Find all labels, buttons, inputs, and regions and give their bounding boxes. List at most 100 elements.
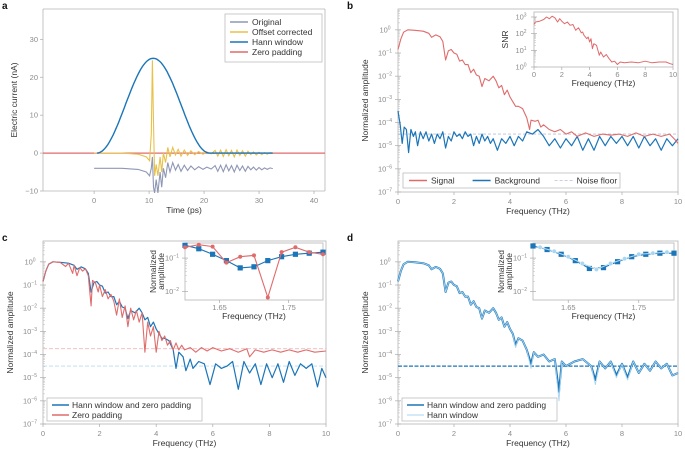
panel-label-c: c (2, 233, 8, 244)
y-tick-label: 10−1 (378, 49, 392, 58)
inset-zero-padding-marker (210, 244, 215, 249)
inset-zero-padding-marker (307, 250, 312, 255)
x-tick-label: 0 (41, 429, 45, 438)
x-axis-label: Frequency (THz) (572, 78, 636, 88)
inset-hann-window-marker (636, 251, 642, 257)
y-tick-label: 20 (30, 73, 38, 82)
y-tick-label: 10 (30, 111, 38, 120)
inset-hann-window-marker (551, 248, 557, 254)
y-tick-label: −10 (25, 187, 38, 196)
x-tick-label: 10 (669, 70, 677, 79)
inset-hann-zero-padding-marker (615, 259, 621, 265)
x-tick-label: 30 (255, 196, 263, 205)
x-tick-label: 1.75 (281, 303, 296, 312)
x-axis-label: Frequency (THz) (506, 438, 570, 448)
y-axis-label: Normalized amplitude (360, 291, 370, 373)
y-tick-label: 30 (30, 35, 38, 44)
y-tick-label: 10−1 (165, 254, 179, 263)
inset-zero-padding-marker (265, 295, 270, 300)
y-tick-label: 10−2 (378, 72, 392, 81)
x-tick-label: 8 (620, 197, 624, 206)
x-tick-label: 8 (643, 70, 647, 79)
y-tick-label: 100 (515, 63, 526, 72)
y-tick-label: 10−5 (378, 141, 392, 150)
panel-a: a −10 0 10 20 30 0 10 20 30 40 Time (ps) Electric cu… (2, 1, 326, 215)
legend-b: Signal Background Noise floor (402, 172, 621, 189)
x-tick-label: 2 (452, 429, 456, 438)
y-tick-label: 10−2 (378, 304, 392, 313)
y-tick-label: 10−5 (23, 373, 37, 382)
inset-hann-zero-padding-marker (210, 251, 216, 257)
y-tick-label: 10−7 (378, 420, 392, 429)
panel-label-b: b (347, 1, 353, 12)
x-tick-label: 4 (508, 429, 512, 438)
y-tick-label: 10−3 (378, 95, 392, 104)
x-tick-label: 6 (564, 429, 568, 438)
inset-hann-zero-padding-marker (292, 251, 298, 257)
inset-hann-window-marker (565, 254, 571, 260)
y-axis-label: Electric current (nA) (9, 62, 19, 137)
x-tick-label: 40 (310, 196, 318, 205)
inset-zero-padding-marker (252, 253, 256, 258)
inset-hann-window-marker (664, 249, 670, 255)
x-tick-label: 1.65 (212, 303, 227, 312)
x-tick-label: 2 (452, 197, 456, 206)
y-tick-label: 100 (24, 257, 35, 266)
y-tick-label: 10−2 (23, 304, 37, 313)
y-axis-label: Normalizedamplitude (496, 250, 514, 293)
inset-hann-zero-padding-marker (237, 265, 243, 271)
y-tick-label: 10−6 (23, 396, 37, 405)
legend-label: Offset corrected (252, 27, 313, 37)
legend-label: Signal (431, 176, 455, 186)
inset-hann-window-line (539, 246, 668, 270)
y-tick-label: 0 (34, 149, 38, 158)
legend-box (46, 397, 203, 422)
x-axis-label: Time (ps) (166, 205, 202, 215)
inset-hann-zero-padding-marker (251, 264, 257, 270)
inset-bg (534, 12, 673, 67)
legend-label: Background (495, 176, 541, 186)
y-axis-label: Normalized amplitude (360, 59, 370, 141)
y-tick-label: 100 (379, 257, 390, 266)
inset-hann-window-marker (622, 256, 628, 262)
y-tick-label: 10−3 (23, 327, 37, 336)
x-tick-label: 0 (396, 429, 400, 438)
panel-d: d 10−7 10−6 10−5 10−4 10−3 10−2 10−1 100 0 2 4 6 8 10 F… (347, 233, 682, 448)
series-signal (397, 29, 679, 144)
inset-hann-zero-padding-marker (320, 249, 326, 255)
inset-hann-zero-padding-marker (600, 265, 607, 271)
y-tick-label: 10−6 (378, 396, 392, 405)
y-tick-label: 101 (515, 46, 526, 55)
y-tick-label: 10−2 (165, 287, 179, 296)
inset-b: 100 101 102 103 0 2 4 6 8 10 Frequency (THz) SNR (500, 11, 677, 88)
y-tick-label: 10−6 (378, 164, 392, 173)
legend-label: Hann window (427, 410, 479, 420)
inset-hann-zero-padding-marker (265, 258, 271, 264)
x-tick-label: 10 (674, 429, 682, 438)
x-tick-label: 2 (560, 70, 564, 79)
legend-label: Hann window and zero padding (72, 400, 191, 410)
y-tick-label: 10−2 (513, 287, 527, 296)
y-tick-label: 10−1 (23, 281, 37, 290)
panel-label-d: d (347, 233, 353, 244)
y-tick-label: 10−1 (513, 254, 527, 263)
inset-hann-window-marker (537, 244, 543, 250)
x-tick-label: 8 (620, 429, 624, 438)
inset-hann-window-marker (608, 261, 613, 266)
inset-hann-zero-padding-marker (530, 243, 536, 249)
y-tick-label: 10−1 (378, 281, 392, 290)
x-tick-label: 6 (615, 70, 619, 79)
inset-zero-padding-marker (293, 245, 298, 250)
x-axis-label: Frequency (THz) (153, 438, 217, 448)
inset-hann-zero-padding-marker (223, 258, 229, 264)
series-background (397, 110, 679, 154)
x-tick-label: 6 (564, 197, 568, 206)
legend-label: Noise floor (577, 176, 618, 186)
x-tick-label: 0 (532, 70, 536, 79)
x-tick-label: 8 (267, 429, 271, 438)
inset-zero-padding-marker (196, 242, 201, 247)
